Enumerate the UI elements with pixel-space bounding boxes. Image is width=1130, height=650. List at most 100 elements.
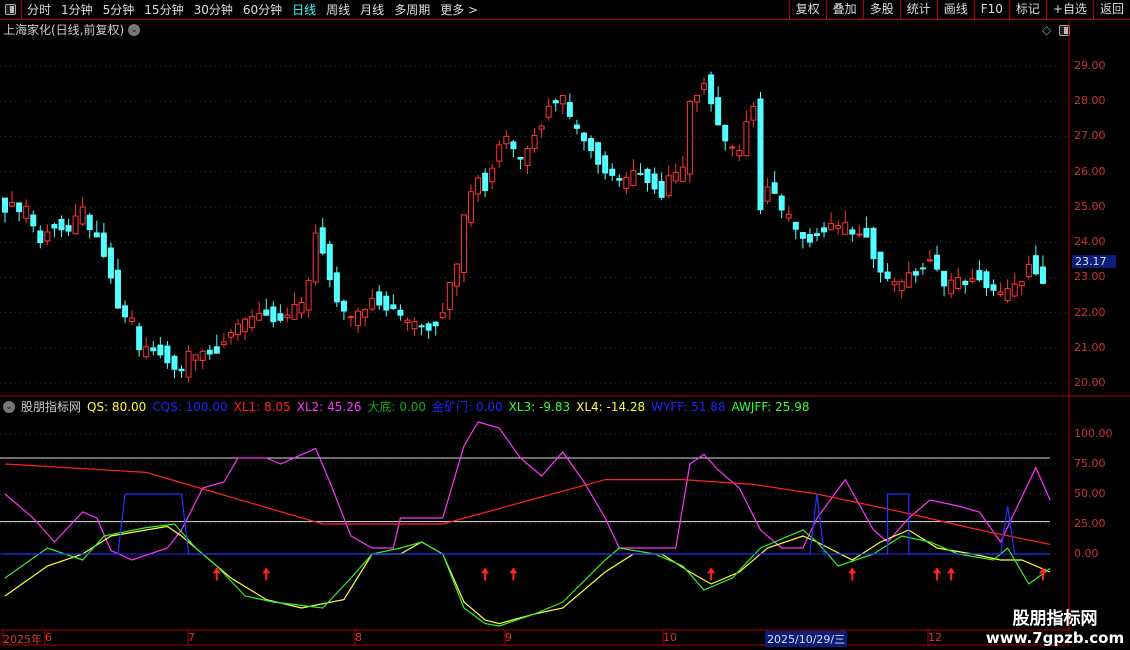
candle-up (79, 206, 86, 225)
price-tick: 24.00 (1074, 235, 1106, 249)
indicator-series (4, 463, 1051, 545)
candle-down (150, 347, 157, 352)
candle-up (298, 301, 305, 314)
price-tick: 27.00 (1074, 129, 1106, 143)
panel-icon (5, 4, 16, 15)
candle-up (192, 354, 199, 361)
candle-up (227, 331, 234, 338)
panel-toggle-button[interactable] (0, 0, 22, 20)
candle-up (948, 279, 955, 295)
toolbar-button[interactable]: 标记 (1008, 0, 1046, 20)
candle-up (1011, 283, 1018, 297)
legend-item: XL1: 8.05 (233, 399, 291, 414)
toolbar-button[interactable]: 复权 (788, 0, 826, 20)
buy-arrow-icon (933, 567, 942, 581)
candle-down (510, 141, 517, 150)
candle-up (693, 94, 700, 103)
candle-down (16, 202, 23, 213)
candle-down (432, 321, 439, 327)
candle-up (665, 175, 672, 197)
candle-down (580, 132, 587, 142)
toolbar-button[interactable]: F10 (973, 0, 1009, 20)
candle-down (383, 295, 390, 311)
candle-up (284, 314, 291, 319)
toolbar-button[interactable]: +自选 (1045, 0, 1093, 20)
candle-down (517, 156, 524, 160)
period-tab[interactable]: 更多 > (440, 3, 479, 17)
period-tab[interactable]: 5分钟 (102, 3, 135, 17)
diamond-icon[interactable]: ◇ (1042, 23, 1052, 37)
chevron-down-icon[interactable]: ⌄ (3, 400, 15, 413)
buy-arrow-icon (509, 567, 518, 581)
price-tick: 26.00 (1074, 164, 1106, 178)
legend-item: 金矿门: 0.00 (432, 400, 503, 414)
period-tab[interactable]: 60分钟 (242, 3, 283, 17)
candle-down (326, 243, 333, 281)
candle-up (785, 213, 792, 219)
indicator-tick: 75.00 (1074, 457, 1106, 470)
candle-up (249, 315, 256, 329)
period-tab[interactable]: 日线 (292, 3, 317, 17)
candle-down (919, 267, 926, 270)
candle-down (397, 309, 404, 316)
toolbar-button[interactable]: 返回 (1092, 0, 1130, 20)
price-tick: 28.00 (1074, 94, 1106, 108)
candle-up (701, 83, 708, 90)
candle-down (37, 230, 44, 244)
candle-up (305, 279, 312, 311)
candle-up (291, 303, 298, 320)
candle-down (566, 102, 573, 117)
period-tab[interactable]: 周线 (326, 3, 351, 17)
candle-down (792, 221, 799, 230)
indicator-tick: 50.00 (1074, 487, 1106, 500)
candle-up (143, 346, 150, 358)
period-tab[interactable]: 多周期 (394, 3, 431, 17)
candle-down (778, 195, 785, 211)
candle-down (51, 224, 58, 229)
period-tab[interactable]: 30分钟 (193, 3, 233, 17)
date-tick: 7 (188, 631, 195, 644)
candle-down (136, 326, 143, 351)
candle-down (164, 345, 171, 364)
toolbar-button[interactable]: 叠加 (825, 0, 863, 20)
toolbar-button[interactable]: 画线 (936, 0, 974, 20)
period-tab[interactable]: 分时 (27, 3, 52, 17)
period-tab[interactable]: 1分钟 (61, 3, 93, 17)
candle-up (453, 263, 460, 287)
current-price-label: 23.17 (1072, 255, 1116, 268)
toolbar-button[interactable]: 统计 (899, 0, 937, 20)
date-cursor-label: 2025/10/29/三 (765, 631, 848, 647)
candle-up (404, 319, 411, 324)
candle-down (157, 344, 164, 356)
candle-down (658, 181, 665, 198)
candle-up (997, 291, 1004, 296)
date-tick: 12 (928, 631, 942, 644)
candle-down (616, 178, 623, 181)
buy-arrow-icon (947, 567, 956, 581)
toolbar-button[interactable]: 多股 (862, 0, 900, 20)
chevron-down-icon[interactable]: ⌄ (128, 23, 141, 36)
candle-down (757, 98, 764, 211)
candle-down (799, 232, 806, 239)
candle-down (1039, 266, 1046, 284)
candle-up (891, 281, 898, 286)
candle-down (552, 100, 559, 104)
candle-up (129, 317, 136, 322)
candle-down (100, 232, 107, 257)
candle-down (482, 172, 489, 191)
buy-arrow-icon (1038, 567, 1047, 581)
panel-icon[interactable] (1059, 24, 1071, 36)
candle-up (199, 350, 206, 361)
date-tick: 2025年 (3, 633, 42, 646)
period-tab[interactable]: 15分钟 (144, 3, 184, 17)
candle-down (771, 182, 778, 194)
candle-up (362, 309, 369, 318)
period-tab[interactable]: 月线 (360, 3, 385, 17)
date-tick: 6 (45, 631, 52, 644)
candle-up (905, 272, 912, 288)
candle-down (425, 323, 432, 331)
candle-down (813, 233, 820, 237)
legend-item: CQS: 100.00 (152, 399, 228, 414)
candle-down (849, 229, 856, 235)
